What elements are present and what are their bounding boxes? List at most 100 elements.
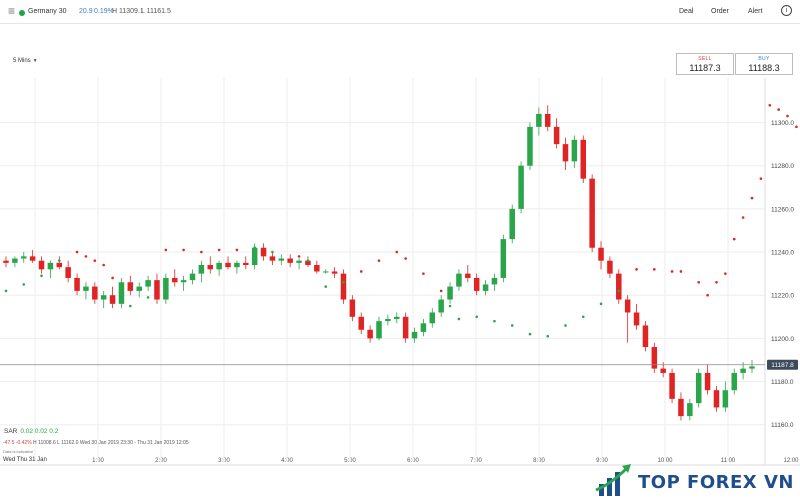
candle-body	[21, 256, 27, 259]
y-tick-label: 11220.0	[771, 293, 794, 300]
buy-label: BUY	[758, 56, 770, 62]
candle-body	[136, 286, 142, 291]
sar-dot	[768, 103, 772, 107]
candle-body	[687, 403, 693, 417]
candle-body	[251, 247, 258, 265]
candle-body	[536, 113, 542, 127]
candle-body	[92, 286, 98, 300]
candle-body	[438, 299, 444, 313]
sar-dot	[777, 108, 780, 111]
candle-body	[678, 398, 684, 417]
candle-body	[518, 165, 524, 209]
sar-dot	[404, 257, 407, 260]
sar-dot	[253, 246, 256, 250]
sar-dot	[342, 280, 345, 284]
alert-button[interactable]: Alert	[748, 8, 763, 15]
candle-body	[225, 262, 231, 268]
sar-dot	[395, 250, 399, 254]
y-tick-label: 11180.0	[771, 379, 794, 386]
candle-body	[234, 262, 240, 268]
candle-body	[731, 372, 737, 391]
candle-body	[749, 366, 755, 369]
current-price-label: 11187.8	[771, 362, 794, 369]
candle-body	[56, 262, 63, 268]
sar-dot	[670, 270, 674, 273]
sar-dot	[4, 289, 8, 293]
candle-body	[616, 273, 622, 300]
sar-dot	[235, 248, 239, 252]
instrument-name[interactable]: Germany 30	[28, 8, 67, 15]
candle-body	[109, 295, 116, 304]
candle-body	[500, 239, 507, 278]
candle-body	[580, 139, 587, 179]
sar-dot	[146, 296, 150, 299]
y-tick-label: 11280.0	[771, 163, 794, 170]
y-tick-label: 11300.0	[771, 120, 794, 127]
info-icon[interactable]: i	[781, 5, 792, 16]
price-change-percent: 0.19%	[94, 8, 114, 15]
sar-dot	[635, 268, 638, 271]
timeframe-dropdown[interactable]: 5 Mins ▼	[13, 58, 38, 64]
candle-body	[12, 258, 18, 263]
candle-body	[3, 260, 9, 263]
hamburger-menu-icon[interactable]: ≡	[8, 4, 16, 18]
candle-body	[394, 316, 400, 319]
sar-dot	[182, 248, 185, 252]
candle-body	[624, 299, 631, 313]
sar-dot	[741, 216, 745, 219]
top-forex-vn-watermark: TOP FOREX VN	[593, 460, 800, 500]
x-tick-label: 12:00	[783, 458, 799, 464]
candle-body	[376, 321, 382, 339]
candle-body	[118, 282, 125, 304]
sar-dot	[75, 250, 79, 254]
order-button[interactable]: Order	[711, 8, 729, 15]
candle-body	[74, 277, 80, 291]
sar-dot	[715, 280, 718, 284]
deal-button[interactable]: Deal	[679, 8, 694, 15]
candle-body	[642, 325, 649, 348]
candle-body	[491, 277, 498, 285]
candle-body	[385, 318, 391, 322]
candle-body	[260, 247, 267, 257]
session-low: L 11161.5	[141, 8, 171, 15]
sar-dot	[217, 248, 221, 252]
candle-body	[83, 286, 89, 291]
candle-body	[127, 282, 134, 291]
candle-body	[207, 265, 214, 270]
candle-body	[100, 295, 107, 300]
candle-body	[598, 247, 604, 261]
timeframe-label: 5 Mins	[13, 58, 31, 64]
sell-button[interactable]: SELL 11187.3	[676, 53, 734, 75]
ohlc-change: -47.5	[3, 440, 15, 446]
buy-price: 11188.3	[748, 63, 780, 73]
sar-dot	[200, 250, 203, 254]
sar-indicator-name: SAR	[4, 428, 18, 435]
candle-body	[420, 323, 427, 332]
y-tick-label: 11160.0	[771, 422, 794, 429]
rising-bars-chart-logo-icon	[595, 464, 631, 496]
candle-body	[154, 280, 160, 300]
buy-button[interactable]: BUY 11188.3	[735, 53, 793, 75]
sar-dot	[724, 272, 727, 275]
candle-body	[216, 262, 222, 270]
sar-dot	[457, 317, 461, 321]
sar-dot	[617, 289, 621, 293]
candle-body	[47, 262, 54, 270]
candle-body	[322, 271, 329, 273]
data-indicative-note: Data is indicative	[3, 449, 34, 454]
y-tick-label: 11260.0	[771, 206, 794, 213]
candle-body	[456, 273, 462, 287]
candle-body	[660, 368, 666, 373]
sell-label: SELL	[698, 56, 712, 62]
sar-dot	[93, 259, 97, 262]
candle-body	[722, 390, 729, 408]
candle-body	[29, 256, 36, 261]
chevron-down-icon: ▼	[32, 58, 38, 64]
sar-dot	[546, 334, 550, 338]
candle-body	[145, 280, 151, 287]
sar-indicator-legend[interactable]: SAR 0.02 0.02 0.2	[4, 428, 58, 435]
candle-body	[633, 312, 640, 326]
sar-dot	[359, 270, 363, 273]
ohlc-values: H 11008.6 L 11162.0	[33, 440, 79, 446]
